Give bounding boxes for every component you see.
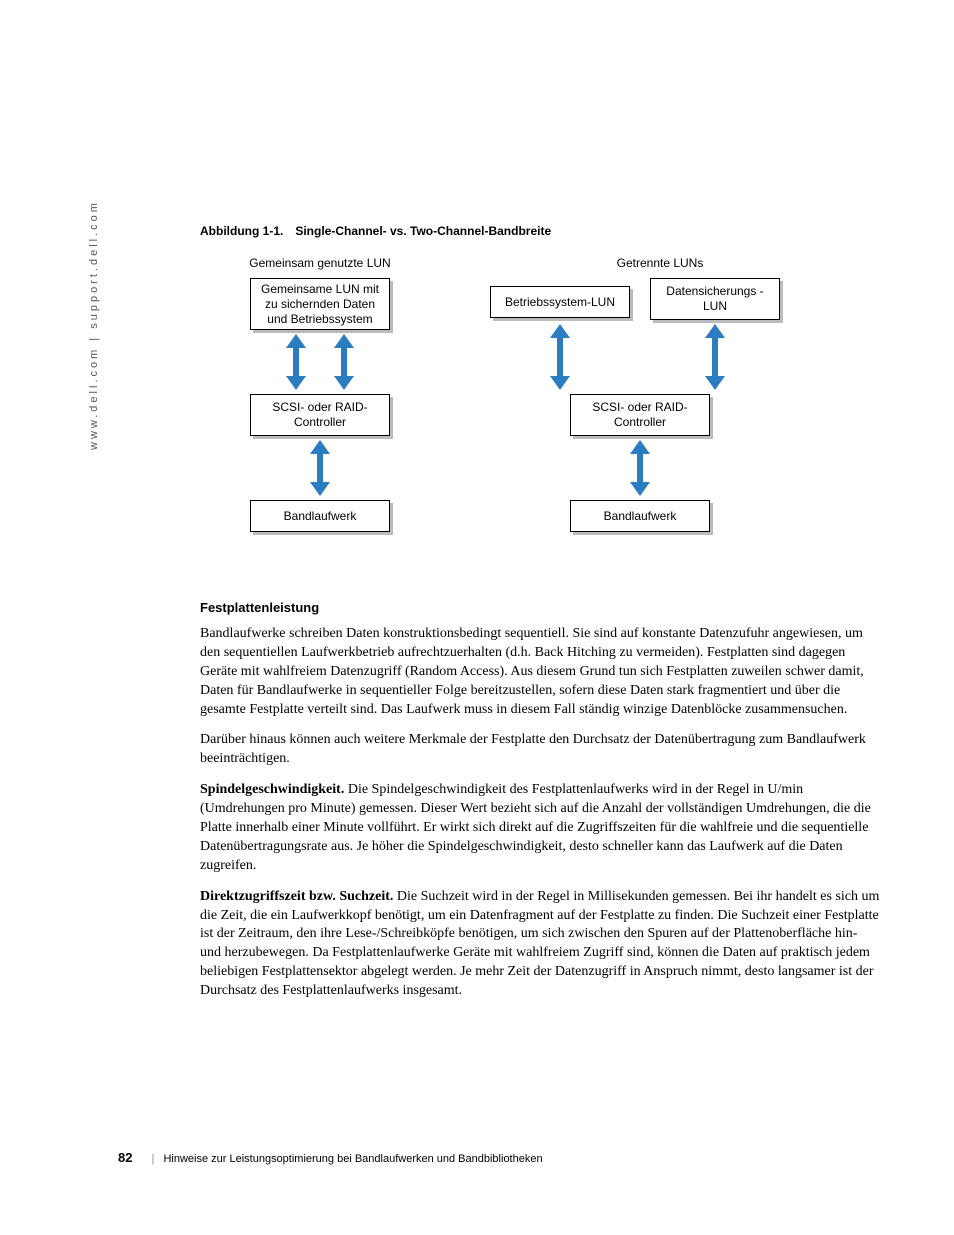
figure-title: Single-Channel- vs. Two-Channel-Bandbrei… [295,224,551,238]
figure-number: Abbildung 1-1. [200,224,283,238]
arrow-icon [310,440,330,496]
paragraph-spindel: Spindelgeschwindigkeit. Die Spindelgesch… [200,781,880,875]
node-controller-left: SCSI- oder RAID-Controller [250,394,390,436]
figure-caption: Abbildung 1-1. Single-Channel- vs. Two-Ch… [200,224,880,238]
node-backup-lun: Datensicherungs -LUN [650,278,780,320]
arrow-icon [286,334,306,390]
arrow-icon [630,440,650,496]
node-shared-lun: Gemeinsame LUN mit zu sichernden Daten u… [250,278,390,330]
page-footer: 82 | Hinweise zur Leistungsoptimierung b… [118,1150,543,1165]
term-spindel: Spindelgeschwindigkeit. [200,782,344,797]
node-controller-right: SCSI- oder RAID-Controller [570,394,710,436]
right-column-label: Getrennte LUNs [570,256,750,270]
paragraph-suchzeit: Direktzugriffszeit bzw. Suchzeit. Die Su… [200,888,880,1001]
footer-title: Hinweise zur Leistungsoptimierung bei Ba… [163,1153,542,1165]
paragraph-text: Die Suchzeit wird in der Regel in Millis… [200,889,879,998]
page-content: Abbildung 1-1. Single-Channel- vs. Two-Ch… [200,224,880,1013]
arrow-icon [334,334,354,390]
arrow-icon [705,324,725,390]
bandwidth-diagram: Gemeinsam genutzte LUN Gemeinsame LUN mi… [200,256,880,576]
node-tape-right: Bandlaufwerk [570,500,710,532]
paragraph: Darüber hinaus können auch weitere Merkm… [200,731,880,769]
paragraph: Bandlaufwerke schreiben Daten konstrukti… [200,625,880,719]
left-column-label: Gemeinsam genutzte LUN [230,256,410,270]
footer-separator: | [152,1153,155,1165]
side-url-text: www.dell.com | support.dell.com [88,200,100,450]
section-heading-festplattenleistung: Festplattenleistung [200,600,880,615]
page-number: 82 [118,1150,132,1165]
node-tape-left: Bandlaufwerk [250,500,390,532]
term-suchzeit: Direktzugriffszeit bzw. Suchzeit. [200,889,393,904]
node-os-lun: Betriebssystem-LUN [490,286,630,318]
arrow-icon [550,324,570,390]
